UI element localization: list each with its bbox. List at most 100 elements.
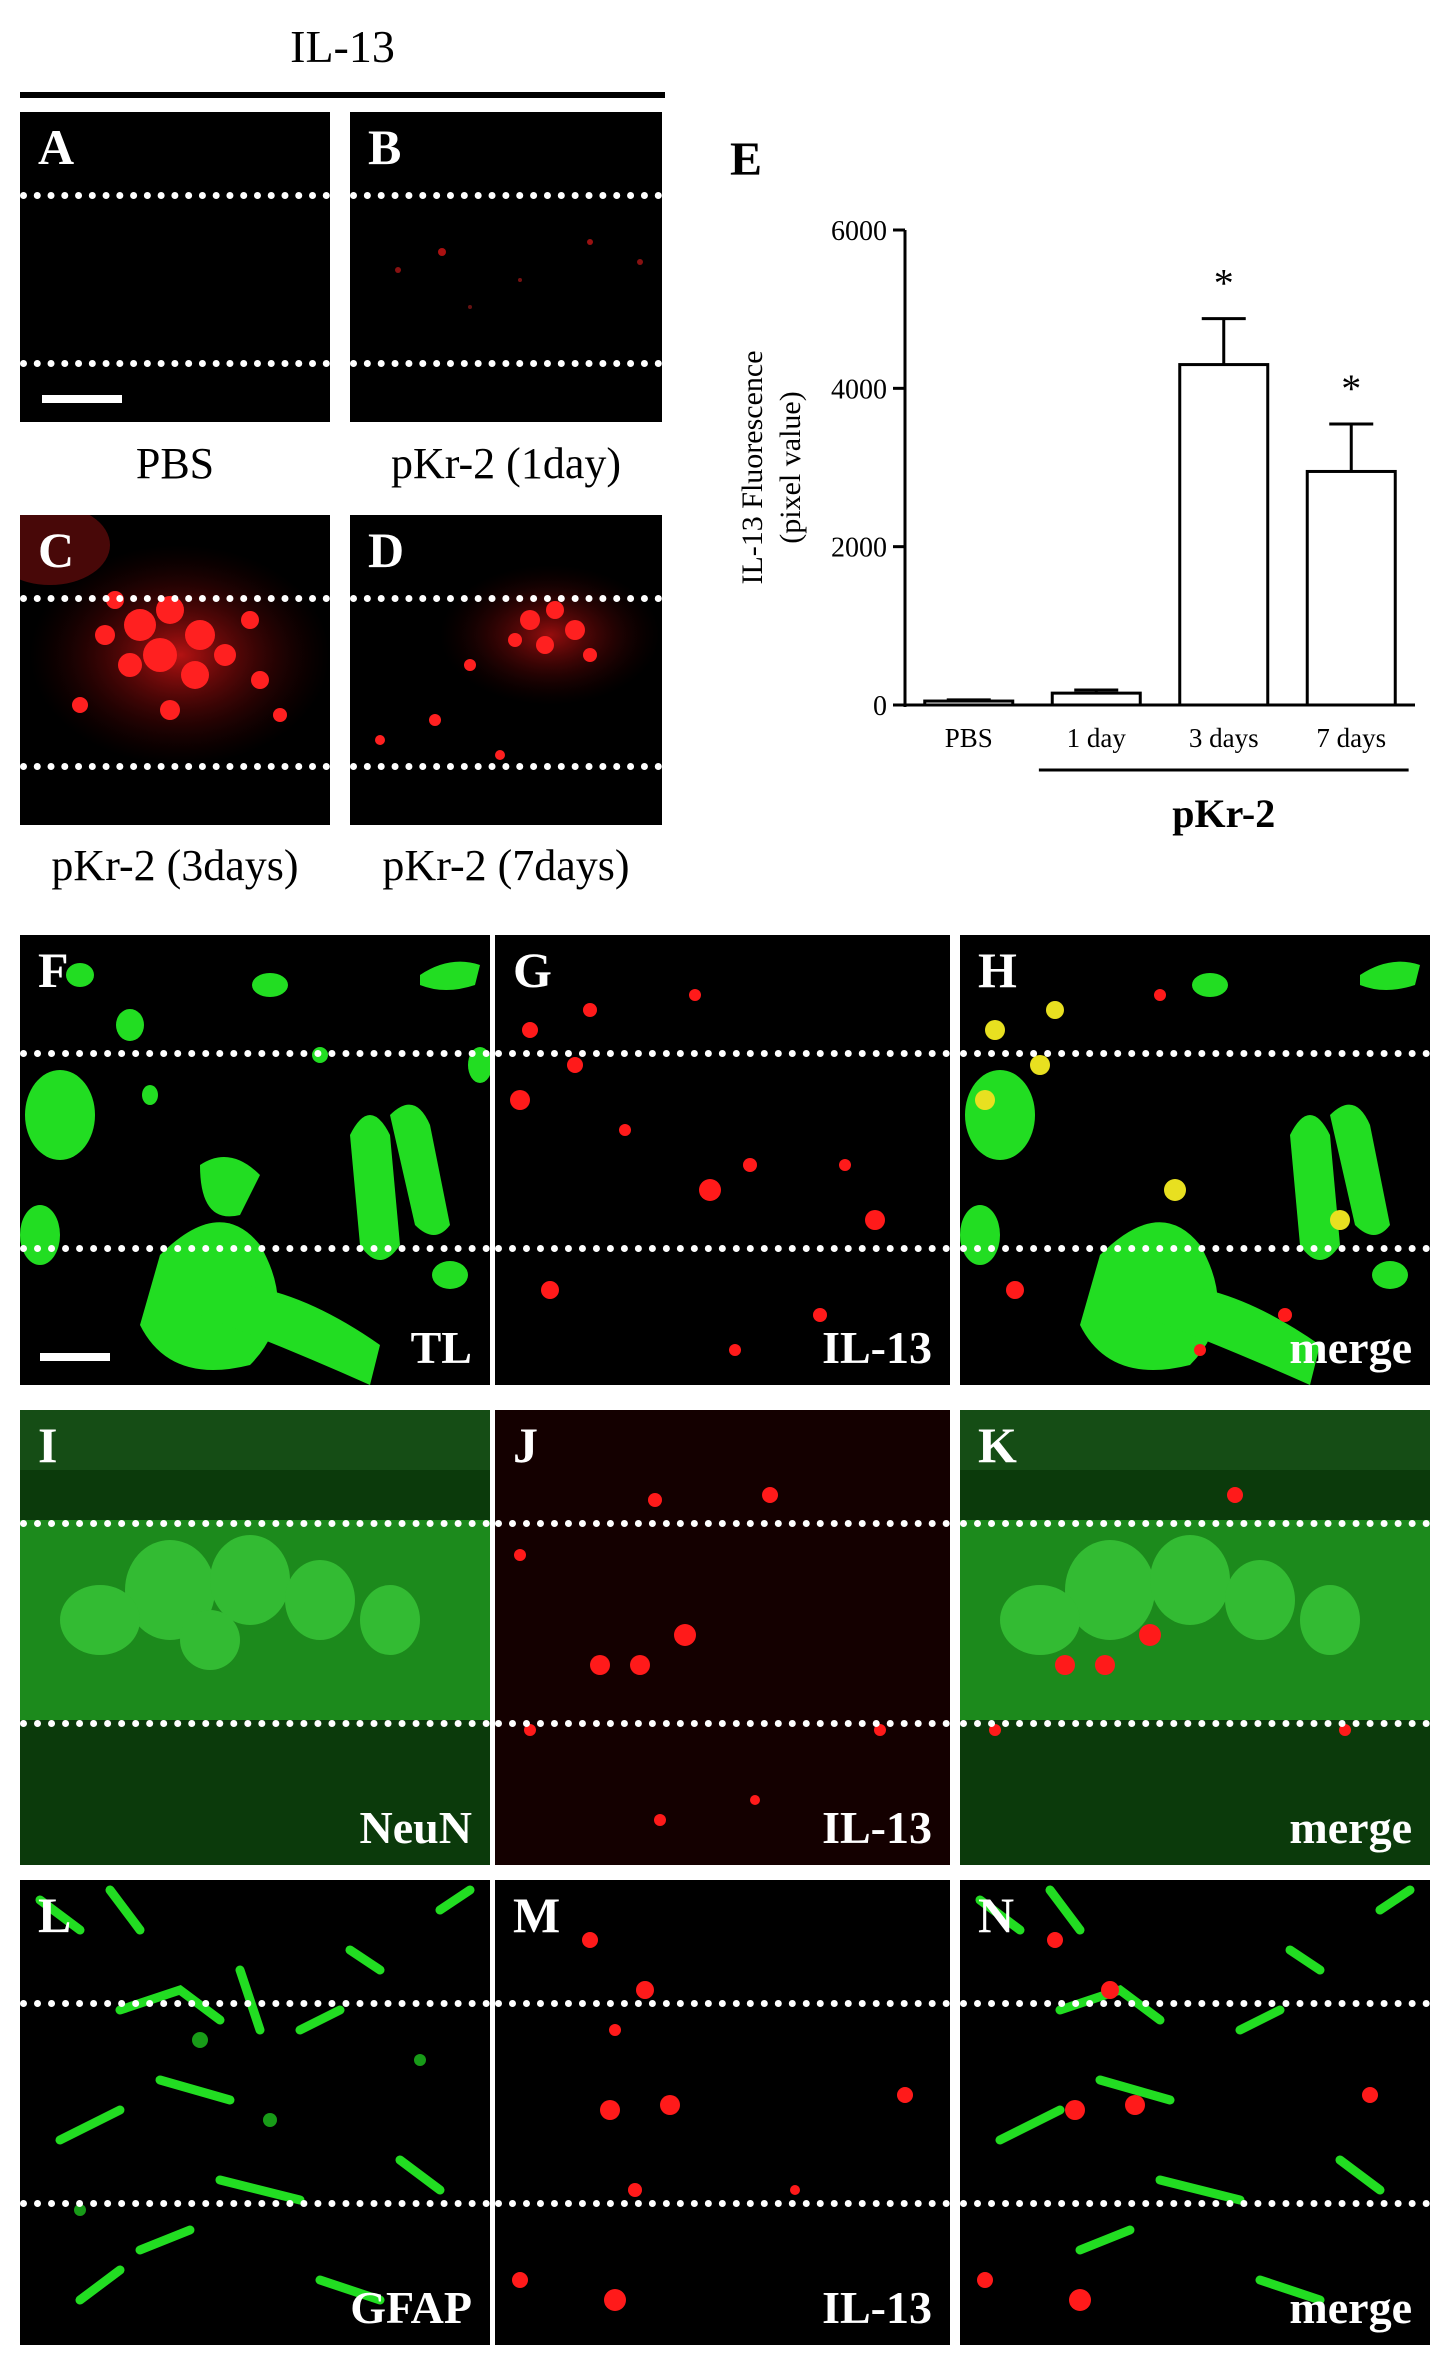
dotted-line — [960, 1050, 1430, 1057]
chart-e: E 0 2000 4000 6000 IL-13 Fluorescence (pixel v… — [700, 120, 1420, 880]
panel-letter-c: C — [38, 522, 75, 578]
dotted-line — [20, 1245, 490, 1252]
dotted-line — [20, 192, 330, 199]
dotted-line — [495, 1720, 950, 1727]
dotted-line — [960, 1520, 1430, 1527]
panel-c: C — [20, 515, 330, 825]
panel-d: D — [350, 515, 662, 825]
dotted-line — [20, 1050, 490, 1057]
stain-label-i: NeuN — [359, 1802, 472, 1853]
panel-l-fluorescence — [35, 1885, 475, 2305]
panel-h-fluorescence — [960, 961, 1420, 1385]
dotted-line — [20, 595, 330, 602]
dotted-line — [350, 763, 662, 770]
panel-a: A — [20, 112, 330, 422]
dotted-line — [495, 1050, 950, 1057]
panel-g: G IL-13 — [495, 935, 950, 1385]
stain-label-j: IL-13 — [822, 1802, 932, 1853]
panel-i-fluorescence — [20, 1410, 490, 1865]
stain-label-g: IL-13 — [822, 1322, 932, 1373]
dotted-line — [495, 2000, 950, 2007]
panel-letter-i: I — [38, 1417, 58, 1473]
panel-letter-m: M — [513, 1887, 561, 1943]
bar-3 — [1305, 469, 1397, 707]
header-underline — [20, 92, 665, 98]
panel-h: H merge — [960, 935, 1430, 1385]
stain-label-f: TL — [410, 1322, 472, 1373]
panel-i: I NeuN — [20, 1410, 490, 1865]
panel-f-fluorescence — [20, 961, 490, 1385]
caption-c: pKr-2 (3days) — [51, 841, 299, 890]
y-tick-label: 6000 — [831, 216, 887, 247]
dotted-line — [960, 1245, 1430, 1252]
panel-g-fluorescence — [510, 989, 885, 1356]
panel-letter-f: F — [38, 942, 69, 998]
chart-e-svg: E 0 2000 4000 6000 IL-13 Fluorescence (pixel v… — [730, 133, 1415, 836]
panel-b-fluorescence — [395, 239, 643, 309]
bar-1 — [1050, 691, 1142, 707]
stain-label-k: merge — [1289, 1802, 1412, 1853]
group-label: pKr-2 — [1172, 791, 1275, 836]
scale-bar — [40, 1353, 110, 1361]
bar-0 — [923, 699, 1015, 707]
dotted-line — [350, 595, 662, 602]
dotted-line — [350, 192, 662, 199]
y-axis-label-line-1: IL-13 Fluorescence — [736, 350, 769, 584]
dotted-line — [20, 763, 330, 770]
x-tick-label-0: PBS — [945, 723, 993, 753]
caption-b: pKr-2 (1day) — [390, 439, 622, 488]
y-axis-label-line-2: (pixel value) — [774, 391, 807, 543]
y-tick-label: 4000 — [831, 374, 887, 405]
dotted-line — [350, 360, 662, 367]
bar-2 — [1178, 363, 1270, 707]
panel-l: L GFAP — [20, 1880, 490, 2345]
x-tick-label-1: 1 day — [1067, 723, 1127, 753]
panel-k-fluorescence — [960, 1410, 1430, 1865]
dotted-line — [20, 1720, 490, 1727]
dotted-line — [960, 1720, 1430, 1727]
stain-label-n: merge — [1289, 2282, 1412, 2333]
y-tick-label: 2000 — [831, 533, 887, 564]
panel-letter-g: G — [513, 942, 552, 998]
panel-n-fluorescence — [975, 1885, 1415, 2311]
significance-marker-2: * — [1214, 261, 1234, 306]
panel-letter-e: E — [730, 133, 762, 186]
panel-k: K merge — [960, 1410, 1430, 1865]
panel-letter-d: D — [368, 522, 405, 578]
dotted-line — [20, 1520, 490, 1527]
panel-letter-j: J — [513, 1417, 538, 1473]
dotted-line — [495, 1520, 950, 1527]
panel-n: N merge — [960, 1880, 1430, 2345]
panel-b: B — [350, 112, 662, 422]
figure-header-title: IL-13 — [290, 21, 395, 72]
dotted-line — [20, 2200, 490, 2207]
dotted-line — [495, 1245, 950, 1252]
x-tick-label-2: 3 days — [1189, 723, 1259, 753]
panel-letter-b: B — [368, 119, 402, 175]
y-tick-label: 0 — [873, 691, 887, 722]
stain-label-h: merge — [1289, 1322, 1412, 1373]
dotted-line — [495, 2200, 950, 2207]
dotted-line — [960, 2000, 1430, 2007]
panel-letter-a: A — [38, 119, 75, 175]
panel-letter-h: H — [978, 942, 1017, 998]
panel-letter-l: L — [38, 1887, 72, 1943]
dotted-line — [20, 360, 330, 367]
panel-j: J IL-13 — [495, 1410, 950, 1865]
caption-d: pKr-2 (7days) — [382, 841, 630, 890]
stain-label-m: IL-13 — [822, 2282, 932, 2333]
panel-j-fluorescence — [495, 1410, 950, 1865]
significance-marker-3: * — [1341, 366, 1361, 411]
panel-f: F TL — [20, 935, 490, 1385]
panel-m: M IL-13 — [495, 1880, 950, 2345]
caption-a: PBS — [135, 439, 215, 488]
dotted-line — [960, 2200, 1430, 2207]
panel-letter-k: K — [978, 1417, 1017, 1473]
stain-label-l: GFAP — [350, 2282, 472, 2333]
panel-letter-n: N — [978, 1887, 1015, 1943]
scale-bar — [42, 395, 122, 403]
x-tick-label-3: 7 days — [1316, 723, 1386, 753]
panel-m-fluorescence — [512, 1932, 913, 2311]
dotted-line — [20, 2000, 490, 2007]
